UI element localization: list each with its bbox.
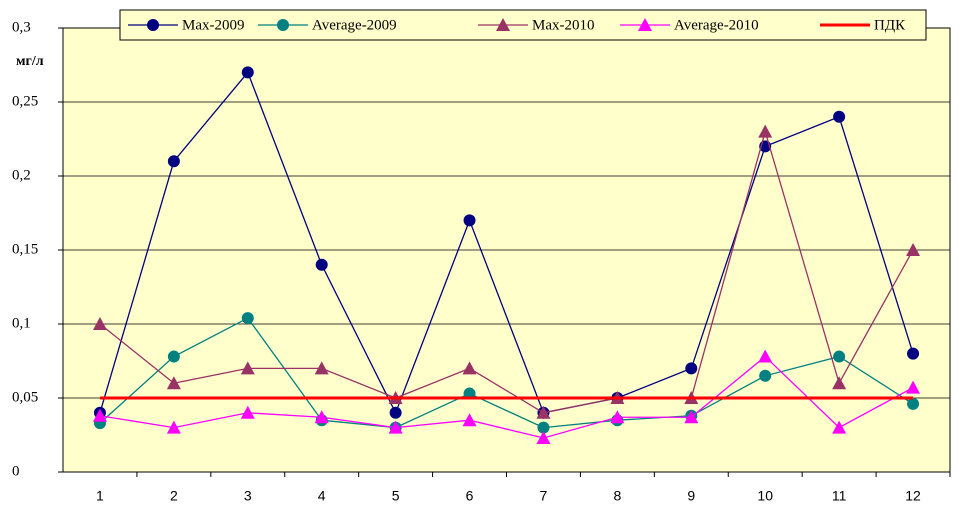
marker (240, 405, 255, 419)
x-tick-label: 2 (170, 488, 178, 504)
marker (166, 376, 181, 390)
marker (832, 420, 847, 434)
y-tick-label: 0,2 (12, 167, 31, 183)
marker (684, 410, 699, 424)
legend-label: Average-2010 (674, 17, 759, 33)
legend-label: Max-2009 (182, 17, 245, 33)
marker (906, 243, 921, 256)
marker (536, 405, 551, 419)
x-tick-label: 8 (613, 488, 621, 504)
y-tick-label: 0,1 (12, 315, 31, 331)
marker (536, 430, 551, 444)
marker (832, 376, 847, 390)
series (92, 349, 921, 444)
legend-label: Max-2010 (532, 17, 595, 33)
marker (241, 312, 254, 325)
marker (537, 421, 550, 434)
x-tick-label: 6 (466, 488, 474, 504)
series-line (99, 317, 914, 429)
y-tick-label: 0,05 (12, 389, 38, 405)
x-tick-label: 5 (392, 488, 400, 504)
marker (907, 347, 920, 360)
marker (277, 19, 289, 31)
marker (92, 317, 107, 330)
marker (907, 397, 920, 410)
y-tick-label: 0,25 (12, 93, 38, 109)
legend-label: Average-2009 (312, 17, 397, 33)
marker (833, 350, 846, 363)
marker (610, 410, 625, 424)
x-tick-label: 4 (318, 488, 326, 504)
marker (315, 258, 328, 271)
marker (462, 413, 477, 427)
marker (314, 361, 329, 375)
x-tick-label: 9 (687, 488, 695, 504)
marker (758, 124, 773, 138)
marker (241, 66, 254, 79)
marker (92, 408, 107, 422)
series-line (99, 71, 914, 415)
y-tick-label: 0 (12, 463, 20, 479)
marker (906, 380, 921, 394)
marker (388, 420, 403, 434)
marker (462, 361, 477, 375)
y-axis-label: мг/л (16, 54, 44, 69)
y-tick-label: 0,15 (12, 241, 38, 257)
marker (463, 214, 476, 227)
marker (758, 349, 773, 363)
marker (638, 18, 652, 31)
legend: Max-2009 Average-2009 Max-2010 Average-2010… (119, 9, 927, 41)
marker (167, 350, 180, 363)
marker (389, 406, 402, 419)
series (93, 66, 920, 419)
legend-label: ПДК (874, 17, 906, 33)
x-tick-label: 7 (540, 488, 548, 504)
marker (496, 18, 510, 31)
marker (314, 410, 329, 424)
marker (166, 420, 181, 434)
x-tick-label: 3 (244, 488, 252, 504)
y-tick-label: 0,3 (12, 19, 31, 35)
x-tick-label: 10 (757, 488, 773, 504)
marker (833, 110, 846, 123)
marker (685, 362, 698, 375)
marker (759, 369, 772, 382)
x-tick-label: 11 (832, 488, 847, 504)
marker (167, 155, 180, 168)
marker (240, 361, 255, 375)
marker (147, 19, 159, 31)
series-line (99, 129, 914, 414)
series-line (99, 355, 914, 439)
x-tick-label: 12 (905, 488, 921, 504)
x-tick-label: 1 (96, 488, 104, 504)
